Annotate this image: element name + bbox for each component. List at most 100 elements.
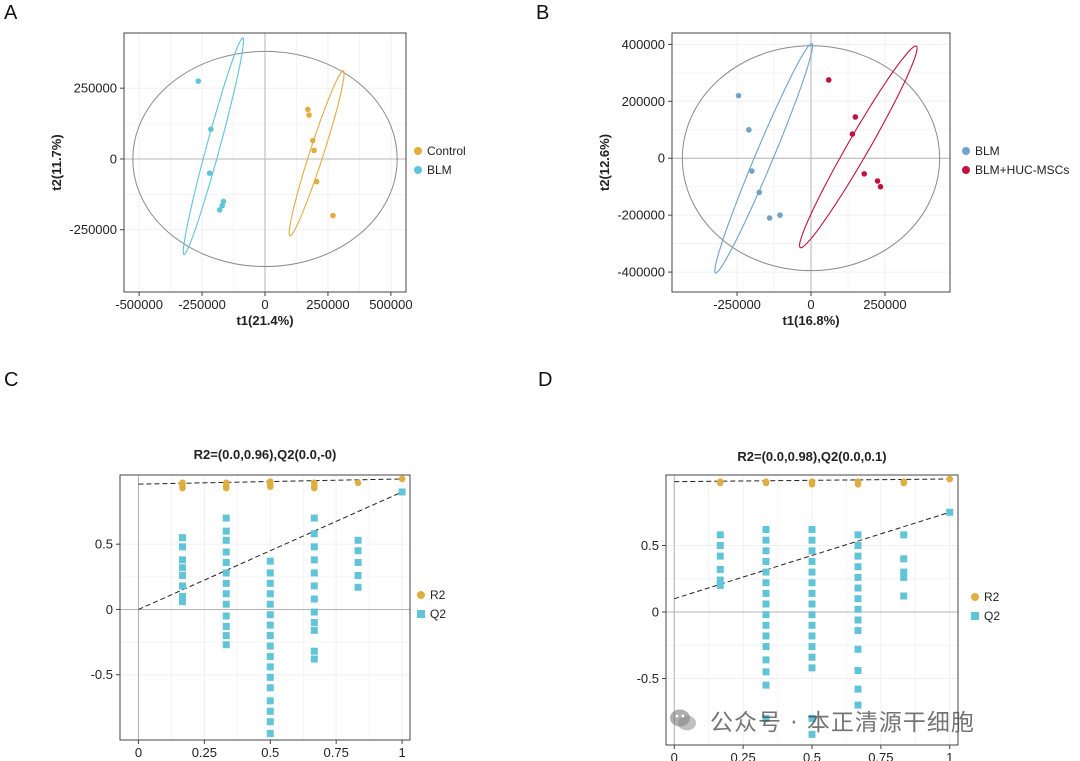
data-point — [756, 189, 763, 196]
q2-point — [946, 508, 954, 516]
data-point — [310, 137, 316, 144]
y-tick-label: 0.5 — [641, 538, 659, 553]
data-point — [313, 178, 320, 185]
panel-A: A -500000 -250000 0 250000 500000 -250000 0 2500… — [4, 2, 466, 328]
r2-point — [398, 475, 406, 483]
q2-point — [762, 611, 770, 619]
r2-point — [266, 478, 274, 485]
x-tick-label: 0.5 — [803, 750, 821, 761]
x-tick-label: 250000 — [306, 297, 349, 312]
q2-point — [266, 684, 274, 692]
data-point — [305, 106, 311, 113]
q2-point — [266, 579, 274, 587]
q2-point — [310, 647, 318, 655]
data-point — [852, 114, 859, 120]
q2-point — [222, 579, 230, 587]
x-axis-title: t1(16.8%) — [782, 313, 839, 328]
data-point — [874, 178, 881, 184]
r2-point — [854, 478, 862, 485]
q2-point — [266, 611, 274, 619]
x-tick-label: 0.5 — [261, 745, 279, 760]
panel-C: C 0 0.25 0.5 0.75 1 -0.5 0 0.5 R2=(0.0,0.96),Q2(0… — [4, 369, 446, 760]
q2-point — [808, 526, 816, 534]
q2-point — [310, 626, 318, 634]
legend-label: R2 — [984, 590, 1000, 604]
q2-point — [762, 668, 770, 676]
data-point — [849, 131, 856, 137]
q2-point — [808, 714, 816, 722]
q2-point — [762, 656, 770, 664]
q2-point — [808, 664, 816, 672]
q2-point — [310, 556, 318, 564]
x-tick-label: 1 — [946, 750, 953, 761]
wechat-icon — [670, 709, 696, 731]
q2-point — [310, 569, 318, 577]
q2-point — [762, 557, 770, 565]
data-point — [330, 212, 336, 219]
q2-point — [266, 718, 274, 726]
x-tick-label: -250000 — [178, 297, 226, 312]
q2-point — [222, 600, 230, 608]
data-point — [195, 78, 202, 84]
data-point — [777, 212, 783, 218]
y-tick-label: -200000 — [617, 208, 665, 223]
x-tick-label: 0 — [261, 297, 268, 312]
q2-point — [222, 548, 230, 556]
data-point — [766, 215, 773, 221]
q2-point — [310, 582, 318, 590]
x-tick-label: 0.75 — [324, 745, 349, 760]
q2-point — [354, 536, 362, 544]
q2-point — [762, 579, 770, 587]
r2-point — [762, 478, 770, 485]
q2-point — [716, 581, 724, 589]
group-ellipse-control — [288, 70, 345, 237]
x-tick-label: 0 — [671, 750, 678, 761]
panel-letter: C — [4, 369, 18, 391]
q2-point — [900, 531, 908, 539]
q2-point — [222, 527, 230, 535]
q2-point — [808, 730, 816, 738]
y-tick-label: 0 — [658, 151, 665, 166]
q2-point — [716, 565, 724, 573]
legend-key — [414, 166, 422, 174]
q2-point — [762, 600, 770, 608]
q2-point — [310, 530, 318, 538]
q2-point — [354, 572, 362, 580]
q2-point — [808, 600, 816, 608]
q2-point — [310, 619, 318, 627]
q2-point — [854, 563, 862, 571]
group-ellipse-blm — [182, 37, 245, 256]
q2-point — [716, 576, 724, 584]
y-tick-label: -0.5 — [637, 671, 659, 686]
plot-frame — [119, 474, 411, 741]
q2-point — [178, 598, 186, 606]
x-tick-label: 250000 — [863, 297, 906, 312]
q2-regression-line — [138, 491, 403, 610]
q2-point — [266, 697, 274, 705]
q2-point — [178, 582, 186, 590]
q2-point — [854, 701, 862, 709]
hotelling-t2-ellipse — [681, 45, 941, 272]
q2-point — [178, 556, 186, 564]
data-point — [735, 92, 742, 99]
data-point — [861, 171, 868, 177]
legend-label: BLM — [975, 144, 1000, 158]
q2-point — [354, 558, 362, 566]
x-axis-title: t1(21.4%) — [236, 313, 293, 328]
q2-point — [266, 600, 274, 608]
q2-point — [716, 531, 724, 539]
q2-point — [762, 714, 770, 722]
q2-point — [310, 514, 318, 522]
r2-point — [946, 475, 954, 483]
panel-letter: B — [536, 2, 549, 24]
q2-point — [222, 590, 230, 598]
data-point — [825, 77, 832, 83]
legend: BLM BLM+HUC-MSCs — [962, 144, 1069, 177]
hotelling-t2-ellipse — [132, 50, 398, 268]
q2-point — [354, 583, 362, 591]
x-tick-label: -500000 — [115, 297, 163, 312]
y-tick-label: 200000 — [622, 94, 665, 109]
y-tick-label: -400000 — [617, 265, 665, 280]
q2-point — [222, 558, 230, 566]
